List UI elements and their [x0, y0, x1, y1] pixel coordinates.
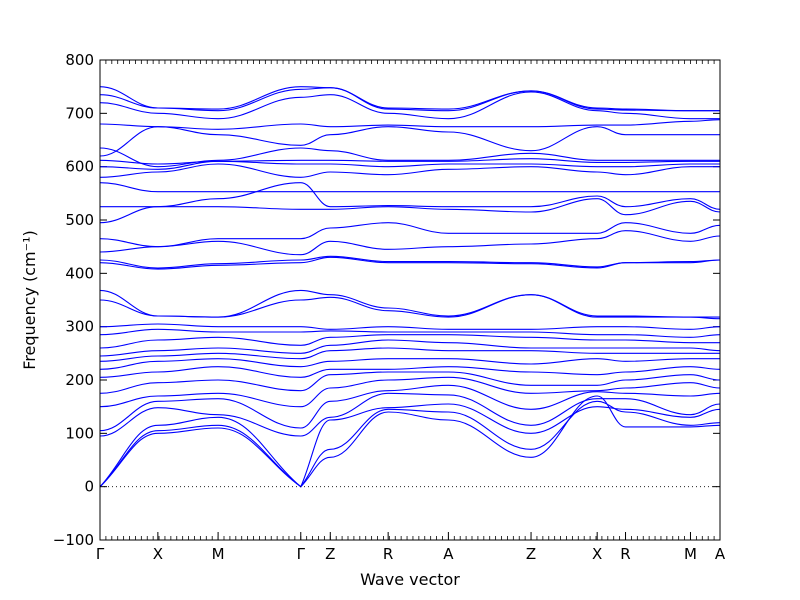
- phonon-band: [99, 255, 721, 269]
- phonon-band: [99, 400, 721, 488]
- phonon-bands: [99, 86, 721, 488]
- phonon-band: [99, 403, 721, 488]
- y-tick-label: 800: [65, 51, 94, 69]
- tick-marks: [99, 59, 721, 541]
- phonon-band: [99, 91, 720, 120]
- phonon-band: [99, 198, 721, 224]
- high-symmetry-label: Z: [325, 545, 335, 563]
- plot-background: [100, 60, 720, 540]
- high-symmetry-label: M: [684, 545, 697, 563]
- phonon-band: [99, 87, 720, 112]
- phonon-band: [99, 230, 721, 256]
- plot-frame: [99, 59, 721, 541]
- phonon-band: [99, 163, 720, 178]
- y-tick-label: 700: [65, 104, 94, 122]
- phonon-band: [99, 147, 720, 168]
- y-tick-label: 300: [65, 318, 94, 336]
- high-symmetry-label: R: [383, 545, 393, 563]
- high-symmetry-label: A: [443, 545, 454, 563]
- phonon-band: [99, 392, 721, 437]
- y-tick-label: 500: [65, 211, 94, 229]
- phonon-band: [99, 289, 720, 318]
- phonon-band: [99, 376, 721, 408]
- phonon-band: [99, 323, 721, 330]
- phonon-band: [99, 182, 720, 193]
- phonon-band: [99, 126, 720, 157]
- high-symmetry-label: Γ: [297, 545, 306, 563]
- high-symmetry-label: M: [212, 545, 225, 563]
- phonon-band: [100, 182, 721, 210]
- x-axis-label: Wave vector: [360, 570, 460, 589]
- high-symmetry-label: Z: [526, 545, 536, 563]
- phonon-band: [99, 366, 721, 378]
- high-symmetry-label: X: [592, 545, 602, 563]
- phonon-band: [99, 86, 720, 112]
- phonon-band: [99, 334, 720, 349]
- y-tick-label: 400: [65, 264, 94, 282]
- y-tick-label: 0: [84, 478, 94, 496]
- phonon-band: [99, 119, 721, 130]
- plot-area: [99, 59, 721, 541]
- phonon-band: [99, 347, 720, 362]
- phonon-band: [99, 222, 721, 248]
- high-symmetry-label: A: [715, 545, 726, 563]
- y-tick-label: −100: [53, 531, 94, 549]
- high-symmetry-label: R: [620, 545, 630, 563]
- high-symmetry-label: X: [153, 545, 163, 563]
- phonon-band: [99, 358, 720, 370]
- y-tick-labels: −100 0 100 200 300 400 500 600 700 800: [53, 51, 94, 549]
- y-tick-label: 600: [65, 158, 94, 176]
- phonon-band: [99, 328, 721, 338]
- y-tick-label: 200: [65, 371, 94, 389]
- phonon-band: [99, 384, 721, 432]
- y-tick-label: 100: [65, 424, 94, 442]
- high-symmetry-label: Γ: [96, 545, 105, 563]
- phonon-band: [99, 395, 721, 488]
- phonon-band: [99, 339, 721, 357]
- phonon-band: [99, 371, 721, 394]
- y-axis-label: Frequency (cm⁻¹): [20, 230, 39, 369]
- phonon-band: [99, 158, 720, 165]
